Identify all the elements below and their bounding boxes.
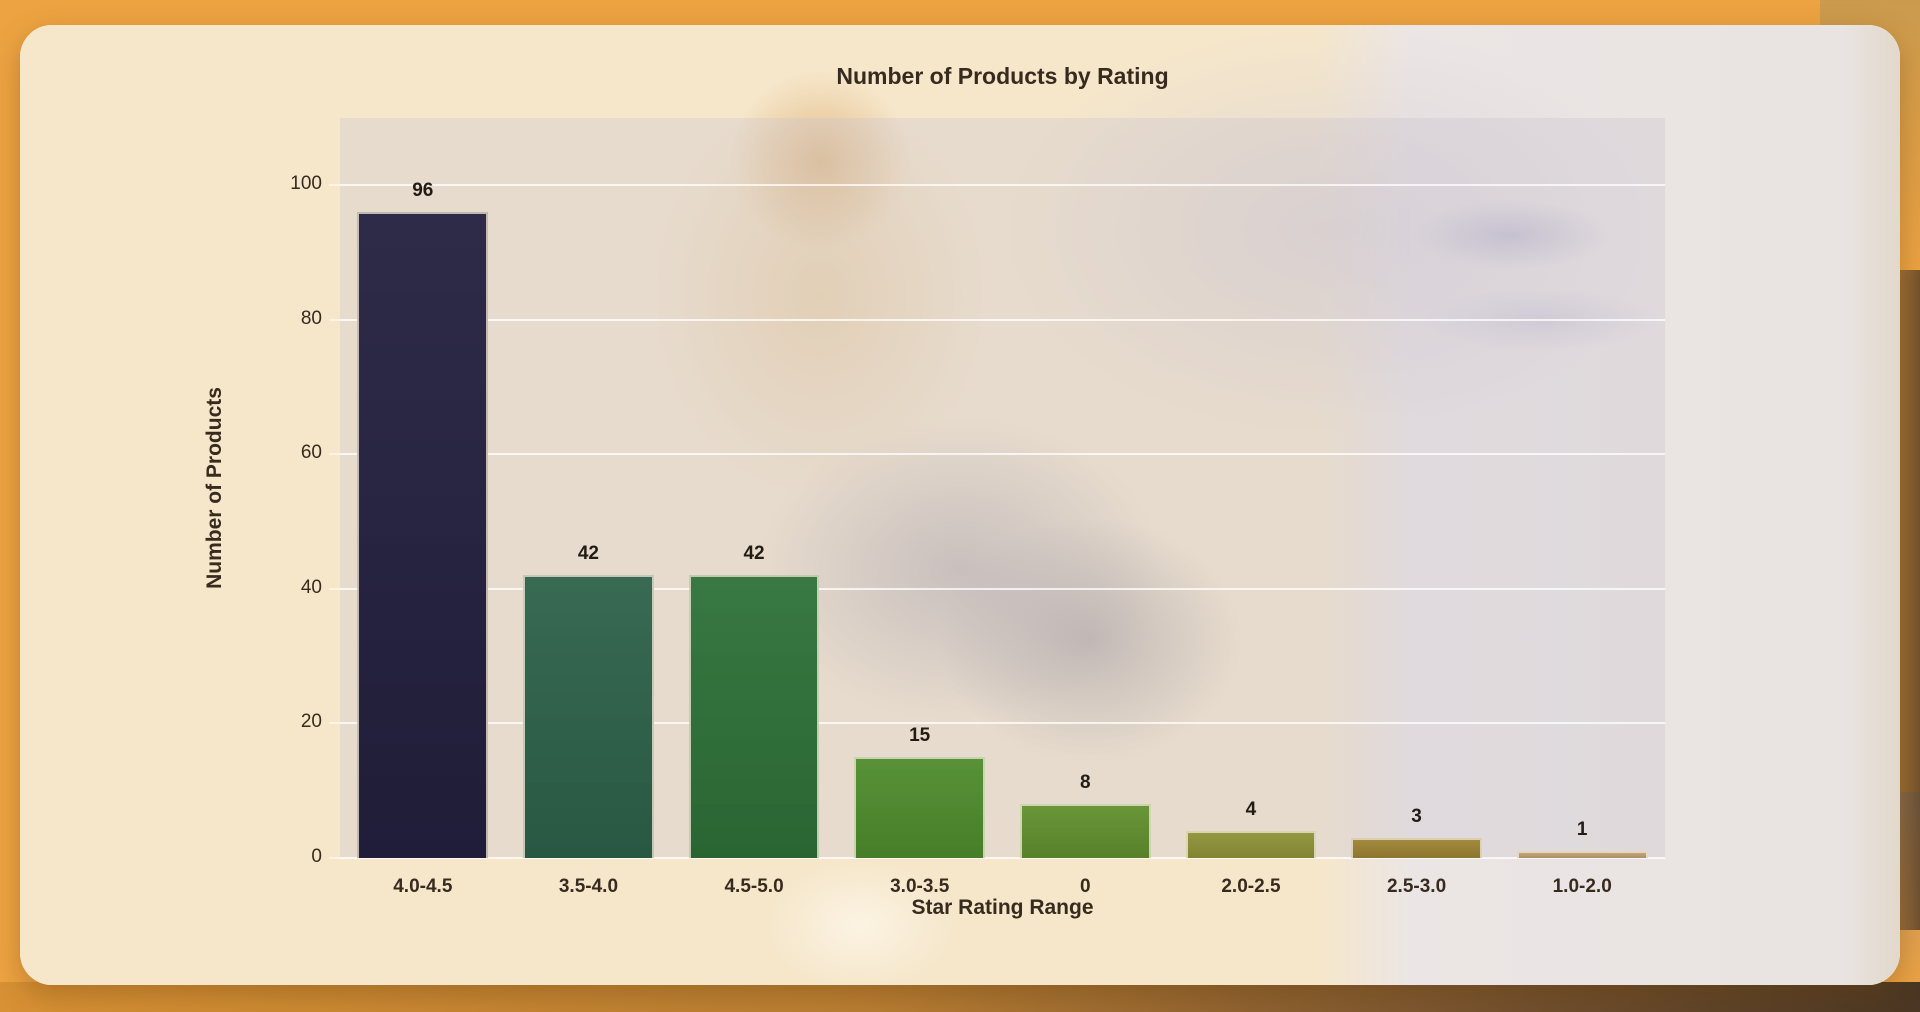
y-axis-title: Number of Products: [193, 118, 237, 858]
y-axis-title-text: Number of Products: [203, 387, 227, 589]
bar: [357, 212, 489, 858]
bar: [688, 575, 820, 858]
x-axis-title: Star Rating Range: [911, 896, 1094, 919]
y-tick-label: 100: [290, 173, 322, 195]
bar: [1185, 831, 1317, 858]
bar: [1351, 837, 1482, 858]
gridline: [340, 857, 1665, 859]
y-tick-mark: [329, 587, 340, 590]
gridline: [340, 184, 1665, 187]
bar-value-label: 15: [909, 725, 931, 747]
plot-area: 0 20 40 60 80 100 96 4.0-4.5 42 3.5-4.0 42 4.5-5.0 1…: [290, 118, 1665, 897]
bar-value-label: 96: [412, 180, 434, 202]
y-tick-mark: [329, 318, 340, 321]
bar: [854, 757, 986, 858]
gridline: [340, 722, 1665, 725]
x-tick-label: 3.5-4.0: [558, 876, 619, 897]
gridline: [340, 453, 1665, 456]
bar: [1516, 851, 1648, 858]
y-tick-label: 0: [311, 846, 322, 867]
x-tick-label: 3.0-3.5: [890, 876, 950, 897]
x-tick-label: 4.0-4.5: [393, 876, 453, 897]
x-tick-label: 4.5-5.0: [724, 876, 784, 897]
y-tick-mark: [329, 857, 340, 859]
bar-value-label: 42: [577, 543, 599, 565]
bar-value-label: 3: [1411, 805, 1422, 827]
bar-value-label: 8: [1080, 772, 1091, 794]
chart-card: Number of Products by Rating Number of P…: [20, 25, 1900, 985]
y-tick-mark: [329, 722, 340, 725]
y-tick-label: 20: [300, 711, 322, 733]
gridline: [340, 318, 1665, 321]
y-tick-label: 80: [300, 307, 322, 329]
x-tick-label: 2.5-3.0: [1386, 876, 1447, 897]
bar-value-label: 1: [1576, 819, 1588, 841]
x-tick-label: 1.0-2.0: [1552, 876, 1612, 897]
chart-title: Number of Products by Rating: [836, 63, 1169, 89]
bar-value-label: 42: [743, 543, 765, 565]
y-tick-label: 40: [300, 576, 322, 598]
bar: [1019, 804, 1151, 858]
bar-value-label: 4: [1245, 799, 1257, 821]
y-tick-mark: [329, 184, 340, 187]
y-tick-mark: [329, 453, 340, 456]
x-tick-label: 0: [1080, 876, 1091, 897]
y-tick-label: 60: [300, 442, 322, 464]
bar: [523, 575, 654, 858]
x-tick-label: 2.0-2.5: [1221, 876, 1281, 897]
gridline: [340, 587, 1665, 590]
